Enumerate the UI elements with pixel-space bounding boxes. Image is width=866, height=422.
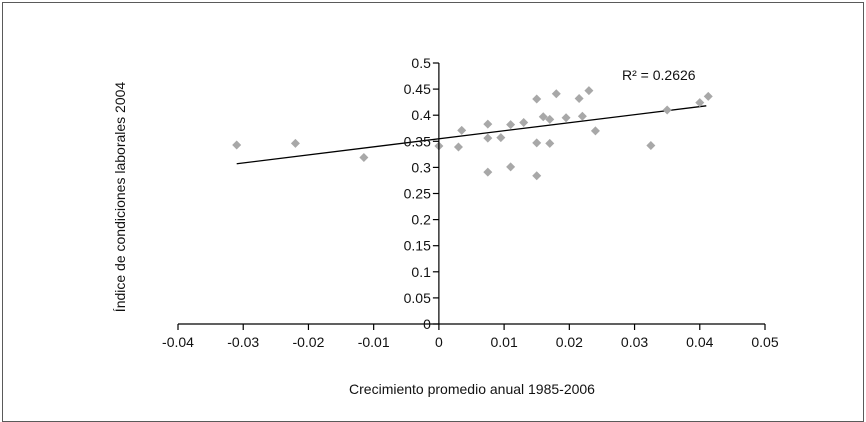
y-tick-label: 0.25: [404, 186, 431, 202]
y-ticks: 0 0.05 0.1 0.15 0.2 0.25 0.3 0.35 0.4 0.45 0.5: [404, 55, 439, 332]
data-point: [695, 98, 705, 108]
data-point: [561, 113, 571, 123]
data-point: [646, 140, 656, 150]
data-point: [483, 133, 493, 143]
data-point: [577, 111, 587, 121]
y-tick-label: 0.35: [404, 133, 431, 149]
x-tick-label: -0.03: [227, 334, 259, 350]
y-tick-label: 0.3: [411, 159, 431, 175]
x-axis-label: Crecimiento promedio anual 1985-2006: [349, 381, 595, 397]
trendline: [236, 105, 707, 165]
data-point: [506, 120, 516, 130]
data-point: [703, 91, 713, 101]
data-point: [545, 114, 555, 124]
r-squared-annotation: R² = 0.2626: [622, 67, 696, 83]
data-points-layer: [232, 86, 713, 181]
y-tick-label: 0.1: [411, 264, 431, 280]
data-point: [453, 142, 463, 152]
x-tick-label: 0.01: [490, 334, 517, 350]
data-point: [290, 138, 300, 148]
data-point: [496, 133, 506, 143]
data-point: [551, 89, 561, 99]
axes-layer: [178, 63, 765, 325]
data-point: [584, 86, 594, 96]
x-tick-label: -0.01: [358, 334, 390, 350]
x-ticks: -0.04 -0.03 -0.02 -0.01 0 0.01 0.02 0.03 0.04 0.0…: [162, 324, 779, 350]
y-tick-label: 0.5: [411, 55, 431, 71]
trendline-layer: [236, 105, 707, 165]
x-tick-label: 0.02: [556, 334, 583, 350]
data-point: [519, 118, 529, 128]
data-point: [662, 105, 672, 115]
data-point: [590, 126, 600, 136]
x-tick-label: 0.04: [686, 334, 713, 350]
data-point: [232, 140, 242, 150]
data-point: [545, 138, 555, 148]
data-point: [483, 119, 493, 129]
y-tick-label: 0: [423, 316, 431, 332]
data-point: [538, 112, 548, 122]
data-point: [532, 171, 542, 181]
data-point: [483, 167, 493, 177]
data-point: [532, 94, 542, 104]
x-tick-label: 0.03: [621, 334, 648, 350]
scatter-chart: -0.04 -0.03 -0.02 -0.01 0 0.01 0.02 0.03 0.04 0.0…: [112, 55, 779, 397]
x-tick-label: -0.04: [162, 334, 194, 350]
x-tick-label: -0.02: [292, 334, 324, 350]
y-tick-label: 0.2: [411, 212, 431, 228]
y-tick-label: 0.45: [404, 81, 431, 97]
x-tick-label: 0: [435, 334, 443, 350]
y-tick-label: 0.15: [404, 238, 431, 254]
data-point: [359, 152, 369, 162]
x-tick-label: 0.05: [751, 334, 778, 350]
data-point: [506, 162, 516, 172]
data-point: [457, 125, 467, 135]
y-tick-label: 0.4: [411, 107, 431, 123]
y-axis-label: Índice de condiciones laborales 2004: [112, 82, 128, 313]
y-tick-label: 0.05: [404, 290, 431, 306]
data-point: [574, 93, 584, 103]
data-point: [532, 138, 542, 148]
